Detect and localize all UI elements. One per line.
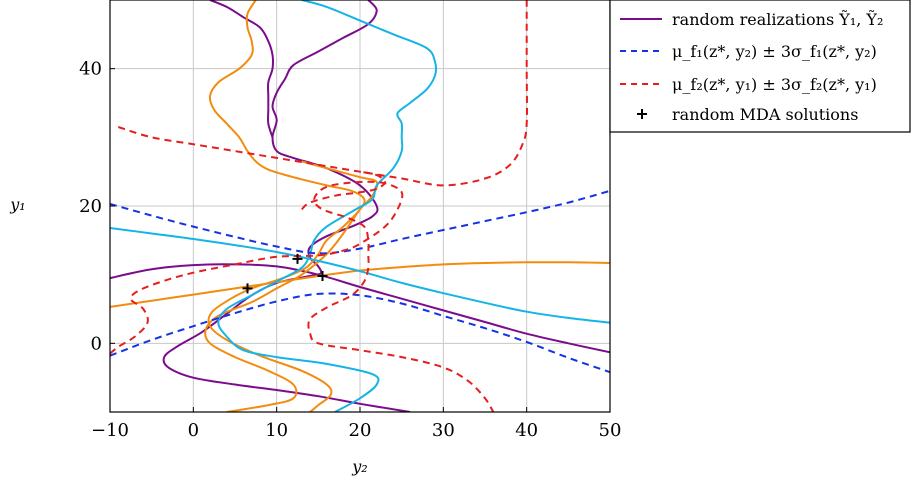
- series-line-cyan: [110, 227, 610, 324]
- x-tick-label: −10: [91, 420, 129, 441]
- series-line-cyan: [217, 0, 438, 412]
- y-axis-label: y₁: [9, 195, 25, 214]
- series-line-blue: [110, 189, 610, 255]
- mda-solution-marker: [292, 253, 303, 264]
- series-line-purple: [110, 263, 610, 354]
- mda-solution-marker: [317, 271, 328, 282]
- x-tick-label: 20: [349, 420, 372, 441]
- legend-swatch-mda: [637, 109, 647, 119]
- series-line-red: [117, 0, 529, 187]
- series-line-purple: [209, 0, 275, 138]
- legend-box: [609, 0, 911, 133]
- mda-markers: [242, 253, 328, 294]
- series-group: [110, 0, 610, 412]
- legend-label-mu-f2: μ_f₂(z*, y₁) ± 3σ_f₂(z*, y₁): [672, 75, 877, 94]
- legend-label-mda: random MDA solutions: [672, 105, 858, 124]
- series-line-orange: [204, 160, 379, 412]
- x-tick-label: 40: [515, 420, 538, 441]
- x-tick-labels: −10 0 10 20 30 40 50: [91, 407, 621, 441]
- x-tick-label: 10: [265, 420, 288, 441]
- x-tick-label: 50: [599, 420, 622, 441]
- legend-label-realizations: random realizations Ỹ₁, Ỹ₂: [672, 9, 883, 29]
- legend-label-mu-f1: μ_f₁(z*, y₂) ± 3σ_f₁(z*, y₂): [672, 42, 877, 61]
- x-axis-label: y₂: [351, 457, 367, 476]
- legend: random realizations Ỹ₁, Ỹ₂ μ_f₁(z*, y₂) …: [609, 0, 911, 133]
- series-line-red: [110, 180, 495, 412]
- y-tick-label: 20: [79, 196, 102, 217]
- x-tick-label: 0: [188, 420, 199, 441]
- y-tick-label: 0: [91, 333, 102, 354]
- series-line-red: [301, 170, 386, 211]
- series-line-blue: [110, 292, 610, 374]
- mda-solution-marker: [242, 283, 253, 294]
- y-tick-label: 40: [79, 59, 102, 80]
- x-tick-label: 30: [432, 420, 455, 441]
- series-line-purple: [162, 0, 411, 412]
- y-tick-labels: 0 20 40: [79, 59, 115, 354]
